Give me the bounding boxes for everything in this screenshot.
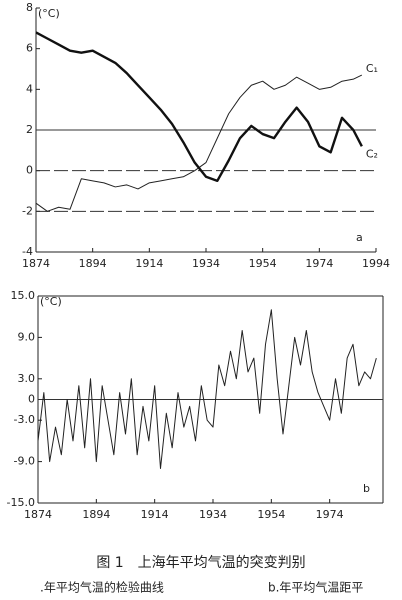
x-tick-label: 1894 — [79, 257, 107, 270]
data-line — [35, 74, 363, 212]
y-tick-label: 3.0 — [18, 372, 36, 385]
x-tick-label: 1954 — [257, 508, 285, 521]
x-tick-label: 1974 — [316, 508, 344, 521]
y-tick-label: -3.0 — [14, 413, 35, 426]
y-tick-label: 15.0 — [11, 289, 36, 302]
series-label: C₁ — [366, 62, 378, 75]
y-tick-label: 0 — [26, 164, 33, 177]
x-tick-label: 1914 — [135, 257, 163, 270]
series-label: C₂ — [366, 147, 378, 160]
y-tick-label: -2 — [22, 204, 33, 217]
caption: 图 1 上海年平均气温的突变判别 — [96, 555, 305, 571]
x-tick-label: 1934 — [192, 257, 220, 270]
y-axis-label: (°C) — [40, 295, 62, 308]
y-tick-label: 4 — [26, 82, 33, 95]
data-line — [35, 31, 363, 183]
y-tick-label: 0 — [28, 393, 35, 406]
subcaption-a: .年平均气温的检验曲线 — [40, 580, 164, 595]
x-tick-label: 1994 — [362, 257, 390, 270]
y-tick-label: -9.0 — [14, 455, 35, 468]
y-tick-label: 8 — [26, 1, 33, 14]
x-tick-label: 1914 — [141, 508, 169, 521]
y-tick-label: 9.0 — [18, 330, 36, 343]
x-tick-label: 1874 — [24, 508, 52, 521]
x-tick-label: 1894 — [82, 508, 110, 521]
y-axis-label: (°C) — [38, 7, 60, 20]
x-tick-label: 1974 — [305, 257, 333, 270]
x-tick-label: 1954 — [249, 257, 277, 270]
panel-label: b — [363, 482, 370, 495]
y-tick-label: -4 — [22, 245, 33, 258]
y-tick-label: 6 — [26, 42, 33, 55]
y-tick-label: -15.0 — [7, 496, 35, 509]
x-tick-label: 1934 — [199, 508, 227, 521]
subcaption-b: b.年平均气温距平 — [268, 580, 363, 595]
data-line — [37, 309, 377, 469]
y-tick-label: 2 — [26, 123, 33, 136]
panel-label: a — [356, 231, 363, 244]
x-tick-label: 1874 — [22, 257, 50, 270]
